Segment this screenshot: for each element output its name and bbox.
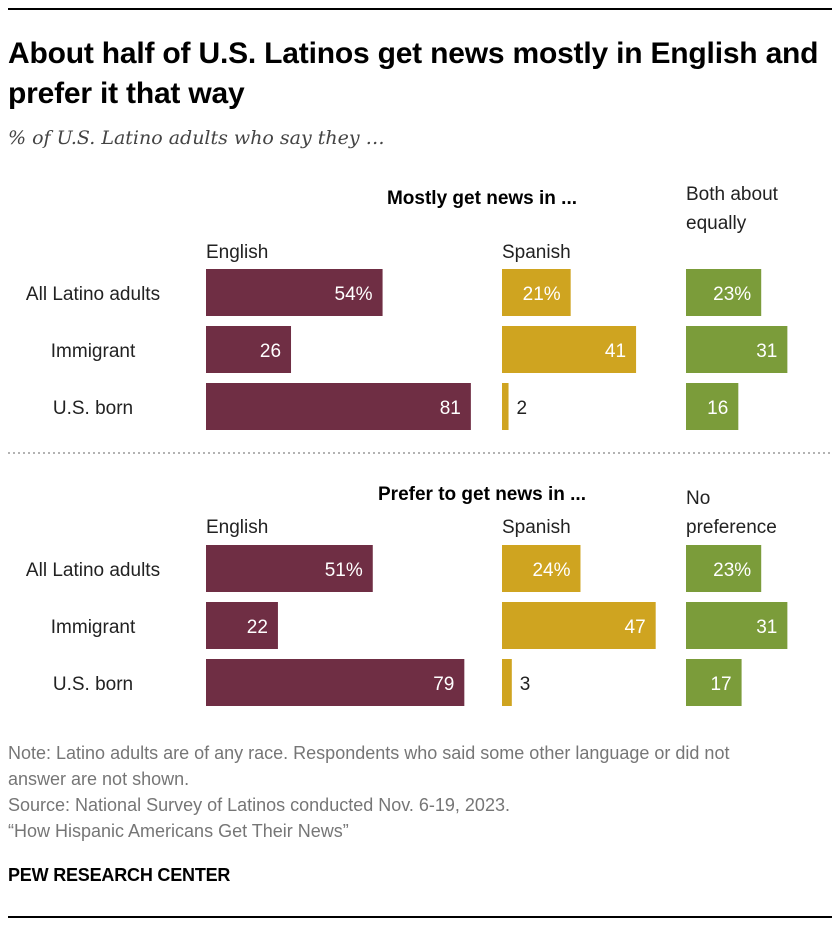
value-label-mostly-2-0: 23%: [713, 284, 751, 305]
value-label-prefer-0-2: 79: [433, 674, 454, 695]
column-header-prefer-0: English: [206, 517, 268, 538]
value-label-mostly-2-1: 31: [756, 341, 777, 362]
chart-subtitle: % of U.S. Latino adults who say they …: [8, 127, 385, 149]
brand-logo: PEW RESEARCH CENTER: [8, 865, 231, 885]
bar-mostly-1-0: [502, 269, 571, 316]
bar-mostly-2-0: [686, 269, 762, 316]
column-header-prefer-1: Spanish: [502, 517, 571, 538]
report-line: “How Hispanic Americans Get Their News”: [8, 821, 349, 841]
category-label-mostly-2: U.S. born: [53, 398, 133, 419]
source-line: Source: National Survey of Latinos condu…: [8, 795, 510, 815]
bar-prefer-1-1: [502, 602, 656, 649]
value-label-mostly-1-0: 21%: [523, 284, 561, 305]
note-line-2: answer are not shown.: [8, 769, 190, 789]
category-label-prefer-0: All Latino adults: [26, 560, 160, 581]
value-label-prefer-2-2: 17: [710, 674, 731, 695]
panel-title-prefer: Prefer to get news in ...: [378, 484, 586, 505]
category-label-prefer-1: Immigrant: [51, 617, 136, 638]
column-header-mostly-1: Spanish: [502, 242, 571, 263]
bottom-rule: [8, 916, 832, 918]
note-line-1: Note: Latino adults are of any race. Res…: [8, 743, 730, 763]
top-rule: [8, 8, 832, 10]
bar-prefer-2-2: [686, 659, 742, 706]
bar-mostly-0-0: [206, 269, 383, 316]
bar-prefer-2-1: [686, 602, 788, 649]
value-label-mostly-2-2: 16: [707, 398, 728, 419]
value-label-mostly-1-1: 41: [605, 341, 626, 362]
bar-mostly-1-1: [502, 326, 637, 373]
category-label-mostly-0: All Latino adults: [26, 284, 160, 305]
column-header-mostly-2: Both about equally: [686, 184, 779, 234]
bar-mostly-1-2: [502, 383, 509, 430]
value-label-prefer-1-0: 24%: [532, 560, 570, 581]
bar-mostly-2-1: [686, 326, 788, 373]
value-label-mostly-0-0: 54%: [335, 284, 373, 305]
bar-mostly-2-2: [686, 383, 739, 430]
panel-title-mostly: Mostly get news in ...: [387, 188, 577, 209]
bar-prefer-0-1: [206, 602, 278, 649]
bar-mostly-0-2: [206, 383, 471, 430]
bar-prefer-1-0: [502, 545, 581, 592]
bar-mostly-0-1: [206, 326, 292, 373]
bar-prefer-0-0: [206, 545, 373, 592]
value-label-prefer-2-1: 31: [756, 617, 777, 638]
chart-canvas: Mostly get news in ... English Spanish Both…: [8, 184, 832, 706]
chart-title: About half of U.S. Latinos get news most…: [8, 37, 819, 110]
column-header-mostly-0: English: [206, 242, 268, 263]
value-label-mostly-0-2: 81: [440, 398, 461, 419]
category-label-mostly-1: Immigrant: [51, 341, 136, 362]
value-label-prefer-2-0: 23%: [713, 560, 751, 581]
notes: Note: Latino adults are of any race. Res…: [8, 740, 834, 844]
bar-prefer-1-2: [502, 659, 512, 706]
value-label-mostly-1-2: 2: [517, 398, 528, 419]
category-label-prefer-2: U.S. born: [53, 674, 133, 695]
column-header-prefer-2: No preference: [686, 488, 777, 538]
value-label-prefer-0-1: 22: [247, 617, 268, 638]
bar-prefer-0-2: [206, 659, 465, 706]
value-label-prefer-0-0: 51%: [325, 560, 363, 581]
value-label-prefer-1-2: 3: [520, 674, 531, 695]
bar-prefer-2-0: [686, 545, 762, 592]
value-label-prefer-1-1: 47: [625, 617, 646, 638]
value-label-mostly-0-1: 26: [260, 341, 281, 362]
